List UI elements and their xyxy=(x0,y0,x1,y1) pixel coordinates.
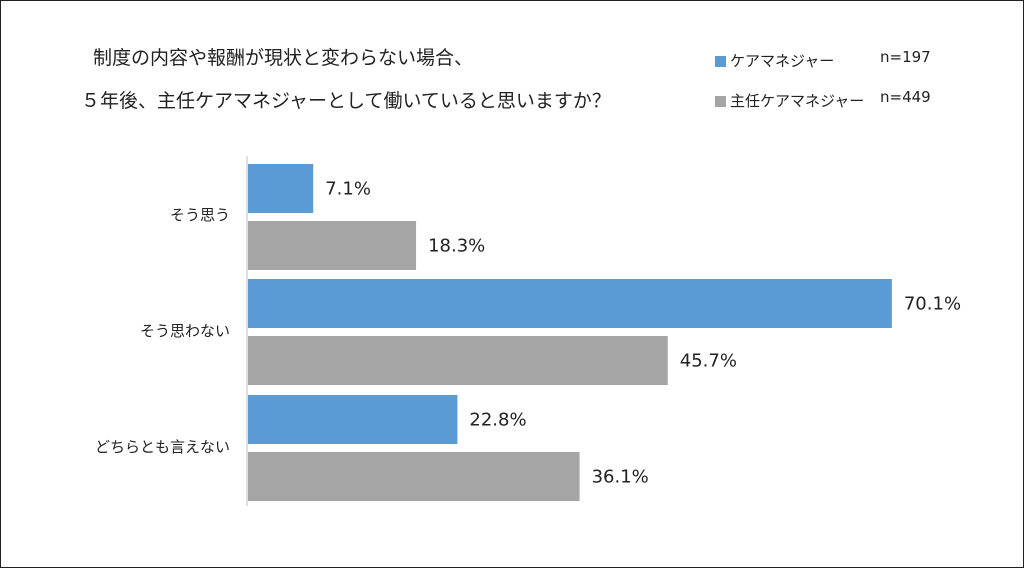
data-label: 45.7% xyxy=(680,351,737,372)
bar-series-2 xyxy=(248,336,668,385)
legend-n-series-2: n=449 xyxy=(880,88,931,106)
bar-series-1 xyxy=(248,279,892,328)
legend: ケアマネジャー n=197 主任ケアマネジャー n=449 xyxy=(715,48,931,110)
bar-series-2 xyxy=(248,452,580,501)
data-label: 22.8% xyxy=(469,410,526,431)
category-label: どちらとも言えない xyxy=(95,438,230,456)
data-label: 36.1% xyxy=(592,467,649,488)
legend-label-series-1: ケアマネジャー xyxy=(730,52,834,70)
data-label: 70.1% xyxy=(904,294,961,315)
bar-series-2 xyxy=(248,221,417,270)
data-label: 18.3% xyxy=(428,236,485,257)
legend-label-series-2: 主任ケアマネジャー xyxy=(730,92,864,110)
bar-series-1 xyxy=(248,164,314,213)
chart-title-line-1: 制度の内容や報酬が現状と変わらない場合、 xyxy=(93,47,473,69)
legend-swatch-series-1 xyxy=(715,56,726,67)
data-label: 7.1% xyxy=(325,179,371,200)
bar-series-1 xyxy=(248,395,458,444)
category-label: そう思う xyxy=(170,206,230,224)
legend-swatch-series-2 xyxy=(715,96,726,107)
chart-title-line-2: ５年後、主任ケアマネジャーとして働いていると思いますか？ xyxy=(81,90,611,112)
legend-n-series-1: n=197 xyxy=(880,48,931,66)
plot-area: そう思う 7.1% 18.3% そう思わない 70.1% 45.7% どちらとも言えない 22… xyxy=(95,156,961,506)
category-label: そう思わない xyxy=(140,322,230,340)
